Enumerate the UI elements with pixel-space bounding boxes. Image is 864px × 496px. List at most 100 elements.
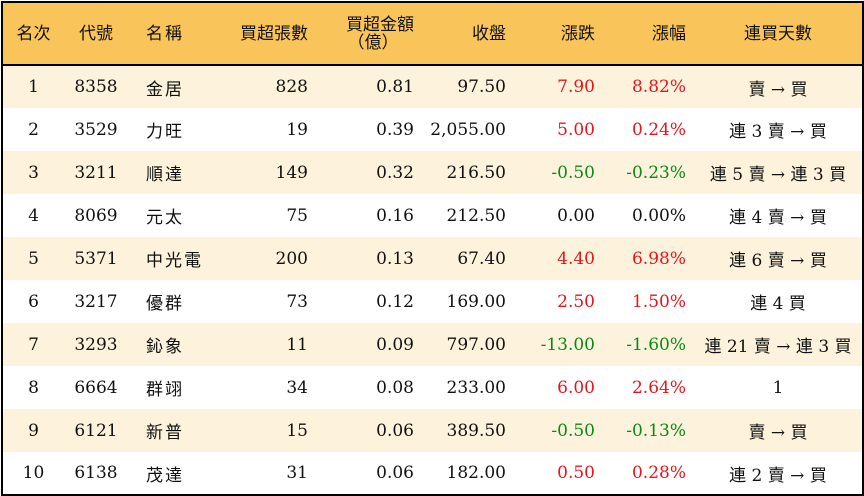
cell-consecutive-days: 連 6 賣 → 買 — [694, 237, 863, 280]
cell-rank: 6 — [2, 280, 64, 323]
header-row: 名次 代號 名稱 買超張數 買超金額 （億） 收盤 漲跌 漲幅 連買天數 — [2, 2, 863, 66]
cell-close: 389.50 — [422, 409, 514, 452]
cell-net-buy-lots: 31 — [210, 452, 316, 495]
cell-code: 3211 — [64, 151, 128, 194]
cell-rank: 8 — [2, 366, 64, 409]
cell-net-buy-amount: 0.12 — [316, 280, 422, 323]
cell-change: -0.50 — [514, 409, 603, 452]
cell-net-buy-lots: 828 — [210, 65, 316, 108]
table-row: 2 3529 力旺 19 0.39 2,055.00 5.00 0.24% 連 3 賣 → 買 — [2, 108, 863, 151]
table-row: 4 8069 元太 75 0.16 212.50 0.00 0.00% 連 4 賣 → 買 — [2, 194, 863, 237]
header-rank: 名次 — [2, 2, 64, 66]
table-row: 10 6138 茂達 31 0.06 182.00 0.50 0.28% 連 2 賣 → 買 — [2, 452, 863, 495]
header-net-buy-amount-line1: 買超金額 — [346, 14, 414, 35]
cell-rank: 3 — [2, 151, 64, 194]
table-row: 1 8358 金居 828 0.81 97.50 7.90 8.82% 賣 → 買 — [2, 65, 863, 108]
cell-net-buy-lots: 73 — [210, 280, 316, 323]
cell-close: 212.50 — [422, 194, 514, 237]
table-row: 8 6664 群翊 34 0.08 233.00 6.00 2.64% 1 — [2, 366, 863, 409]
header-code: 代號 — [64, 2, 128, 66]
cell-change-pct: 6.98% — [603, 237, 694, 280]
cell-consecutive-days: 連 2 賣 → 買 — [694, 452, 863, 495]
cell-name: 新普 — [128, 409, 210, 452]
cell-name: 中光電 — [128, 237, 210, 280]
cell-name: 鈊象 — [128, 323, 210, 366]
cell-close: 97.50 — [422, 65, 514, 108]
cell-consecutive-days: 賣 → 買 — [694, 409, 863, 452]
cell-change: 6.00 — [514, 366, 603, 409]
cell-close: 67.40 — [422, 237, 514, 280]
cell-change: 2.50 — [514, 280, 603, 323]
cell-name: 元太 — [128, 194, 210, 237]
cell-name: 金居 — [128, 65, 210, 108]
cell-close: 182.00 — [422, 452, 514, 495]
cell-change-pct: 8.82% — [603, 65, 694, 108]
table-row: 5 5371 中光電 200 0.13 67.40 4.40 6.98% 連 6 賣 → 買 — [2, 237, 863, 280]
cell-rank: 7 — [2, 323, 64, 366]
cell-code: 5371 — [64, 237, 128, 280]
cell-consecutive-days: 連 5 賣 → 連 3 買 — [694, 151, 863, 194]
table-row: 9 6121 新普 15 0.06 389.50 -0.50 -0.13% 賣 → 買 — [2, 409, 863, 452]
cell-rank: 1 — [2, 65, 64, 108]
cell-name: 順達 — [128, 151, 210, 194]
header-net-buy-amount-line2: （億） — [347, 32, 399, 53]
cell-net-buy-amount: 0.39 — [316, 108, 422, 151]
cell-change-pct: 0.00% — [603, 194, 694, 237]
cell-net-buy-amount: 0.09 — [316, 323, 422, 366]
cell-change-pct: -1.60% — [603, 323, 694, 366]
table-body: 1 8358 金居 828 0.81 97.50 7.90 8.82% 賣 → 買 2 3529 力旺… — [2, 65, 863, 495]
cell-code: 3293 — [64, 323, 128, 366]
cell-change-pct: -0.13% — [603, 409, 694, 452]
cell-consecutive-days: 連 3 賣 → 買 — [694, 108, 863, 151]
cell-consecutive-days: 賣 → 買 — [694, 65, 863, 108]
cell-net-buy-lots: 200 — [210, 237, 316, 280]
cell-net-buy-amount: 0.16 — [316, 194, 422, 237]
cell-change: 0.00 — [514, 194, 603, 237]
cell-code: 3529 — [64, 108, 128, 151]
header-change: 漲跌 — [514, 2, 603, 66]
cell-net-buy-lots: 75 — [210, 194, 316, 237]
cell-consecutive-days: 連 4 買 — [694, 280, 863, 323]
cell-net-buy-amount: 0.06 — [316, 452, 422, 495]
cell-name: 群翊 — [128, 366, 210, 409]
cell-net-buy-amount: 0.81 — [316, 65, 422, 108]
cell-consecutive-days: 連 4 賣 → 買 — [694, 194, 863, 237]
cell-rank: 5 — [2, 237, 64, 280]
cell-rank: 4 — [2, 194, 64, 237]
cell-consecutive-days: 1 — [694, 366, 863, 409]
cell-consecutive-days: 連 21 賣 → 連 3 買 — [694, 323, 863, 366]
cell-change: -0.50 — [514, 151, 603, 194]
header-close: 收盤 — [422, 2, 514, 66]
cell-net-buy-lots: 15 — [210, 409, 316, 452]
cell-change-pct: 0.28% — [603, 452, 694, 495]
cell-change-pct: -0.23% — [603, 151, 694, 194]
cell-close: 169.00 — [422, 280, 514, 323]
header-consecutive-days: 連買天數 — [694, 2, 863, 66]
cell-name: 茂達 — [128, 452, 210, 495]
cell-code: 6138 — [64, 452, 128, 495]
cell-net-buy-amount: 0.08 — [316, 366, 422, 409]
cell-change-pct: 1.50% — [603, 280, 694, 323]
header-net-buy-lots: 買超張數 — [210, 2, 316, 66]
cell-name: 優群 — [128, 280, 210, 323]
cell-close: 2,055.00 — [422, 108, 514, 151]
header-name: 名稱 — [128, 2, 210, 66]
cell-net-buy-lots: 34 — [210, 366, 316, 409]
table-row: 3 3211 順達 149 0.32 216.50 -0.50 -0.23% 連 5 賣 → 連… — [2, 151, 863, 194]
table-row: 7 3293 鈊象 11 0.09 797.00 -13.00 -1.60% 連 21 賣 → … — [2, 323, 863, 366]
cell-change: -13.00 — [514, 323, 603, 366]
cell-change: 7.90 — [514, 65, 603, 108]
cell-code: 3217 — [64, 280, 128, 323]
cell-net-buy-lots: 11 — [210, 323, 316, 366]
cell-code: 6121 — [64, 409, 128, 452]
cell-rank: 2 — [2, 108, 64, 151]
cell-change-pct: 2.64% — [603, 366, 694, 409]
cell-net-buy-lots: 19 — [210, 108, 316, 151]
cell-code: 8069 — [64, 194, 128, 237]
cell-change: 0.50 — [514, 452, 603, 495]
cell-change: 5.00 — [514, 108, 603, 151]
cell-change-pct: 0.24% — [603, 108, 694, 151]
cell-code: 8358 — [64, 65, 128, 108]
cell-name: 力旺 — [128, 108, 210, 151]
